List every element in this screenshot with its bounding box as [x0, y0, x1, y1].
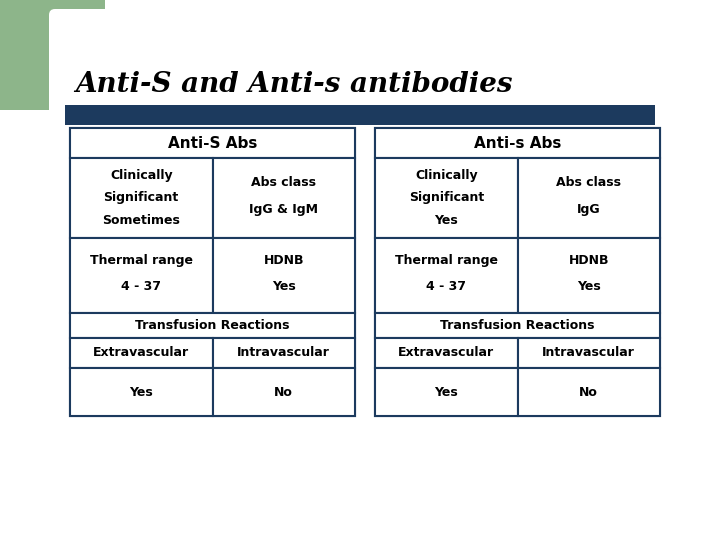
Bar	[0, 0, 105, 110]
Bar	[375, 368, 518, 416]
Text: HDNB: HDNB	[264, 254, 304, 267]
Text: Anti-S and Anti-s antibodies: Anti-S and Anti-s antibodies	[75, 71, 513, 98]
FancyBboxPatch shape	[49, 9, 716, 501]
Text: No: No	[274, 386, 293, 399]
Text: Yes: Yes	[434, 214, 458, 227]
Text: 4 - 37: 4 - 37	[426, 280, 467, 293]
Bar	[375, 313, 660, 338]
Text: IgG & IgM: IgG & IgM	[249, 204, 318, 217]
Text: Abs class: Abs class	[557, 176, 621, 188]
Text: Anti-s Abs: Anti-s Abs	[474, 136, 561, 151]
Text: Anti-S Abs: Anti-S Abs	[168, 136, 257, 151]
Bar	[518, 238, 660, 313]
Text: Transfusion Reactions: Transfusion Reactions	[135, 319, 289, 332]
Bar	[70, 338, 212, 368]
Text: Intravascular: Intravascular	[238, 347, 330, 360]
Text: Clinically: Clinically	[110, 169, 173, 182]
Text: Sometimes: Sometimes	[102, 214, 180, 227]
Text: Yes: Yes	[272, 280, 296, 293]
Bar	[212, 368, 355, 416]
Bar	[70, 238, 212, 313]
Bar	[375, 128, 660, 416]
Text: Yes: Yes	[577, 280, 600, 293]
Bar	[518, 338, 660, 368]
Bar	[65, 105, 655, 125]
Text: 4 - 37: 4 - 37	[121, 280, 161, 293]
Bar	[212, 158, 355, 238]
Text: Thermal range: Thermal range	[90, 254, 193, 267]
Bar	[70, 158, 212, 238]
Bar	[212, 338, 355, 368]
Text: Significant: Significant	[104, 192, 179, 205]
Text: Significant: Significant	[409, 192, 484, 205]
Bar	[375, 158, 518, 238]
Bar	[212, 238, 355, 313]
Text: Thermal range: Thermal range	[395, 254, 498, 267]
Bar	[518, 368, 660, 416]
Bar	[70, 313, 355, 338]
Bar	[375, 128, 660, 158]
Bar	[70, 368, 212, 416]
Text: Extravascular: Extravascular	[398, 347, 495, 360]
Text: Abs class: Abs class	[251, 176, 316, 188]
Text: Clinically: Clinically	[415, 169, 477, 182]
Text: Extravascular: Extravascular	[93, 347, 189, 360]
Bar	[70, 128, 355, 158]
Text: IgG: IgG	[577, 204, 600, 217]
Text: HDNB: HDNB	[569, 254, 609, 267]
Text: Yes: Yes	[434, 386, 458, 399]
Text: Yes: Yes	[130, 386, 153, 399]
Bar	[70, 128, 355, 416]
Bar	[375, 238, 518, 313]
Bar	[518, 158, 660, 238]
Text: Transfusion Reactions: Transfusion Reactions	[440, 319, 595, 332]
Text: No: No	[580, 386, 598, 399]
Text: Intravascular: Intravascular	[542, 347, 635, 360]
Bar	[375, 338, 518, 368]
